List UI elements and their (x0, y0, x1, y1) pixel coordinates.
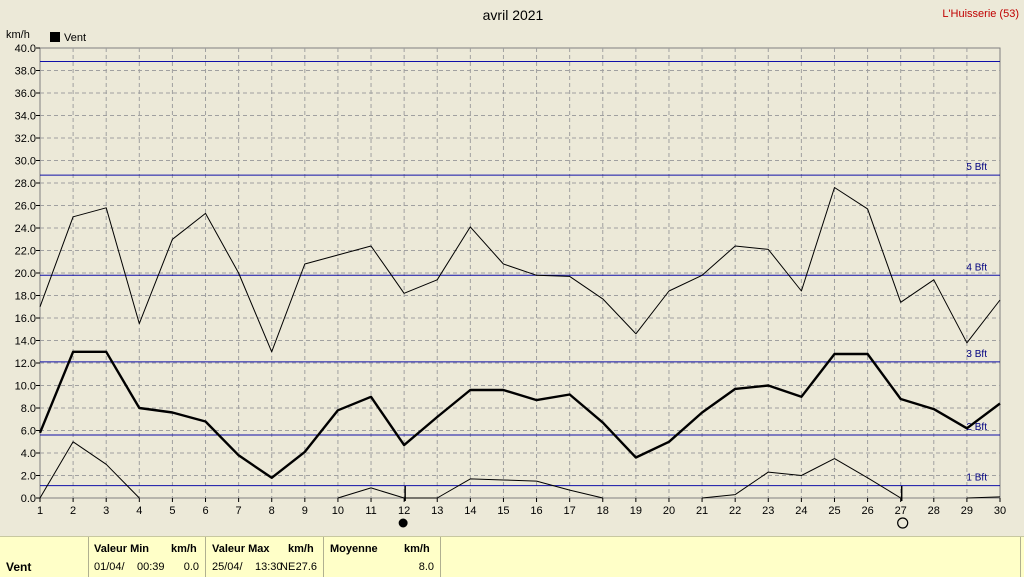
full-moon-icon (897, 517, 909, 529)
beaufort-lines: 5 Bft 4 Bft 3 Bft 2 Bft 1 Bft (40, 61, 1000, 487)
x-tick-label: 26 (861, 505, 873, 517)
y-tick-label: 22.0 (15, 246, 36, 258)
stats-avg-cell: Moyenne km/h 8.0 (324, 537, 441, 577)
max-direction: NE (280, 561, 296, 573)
x-tick-label: 12 (398, 505, 410, 517)
avg-header: Moyenne (330, 543, 378, 555)
series-min-line (966, 496, 1001, 499)
x-tick-label: 2 (70, 505, 76, 517)
x-tick-label: 1 (37, 505, 43, 517)
min-header: Valeur Min (94, 543, 150, 555)
x-tick-label: 6 (202, 505, 208, 517)
series-min-line (337, 478, 603, 499)
beaufort-label: 3 Bft (966, 349, 987, 360)
stats-max-cell: Valeur Max km/h 25/04/ 13:30 NE 27.6 (205, 537, 324, 577)
y-tick-label: 20.0 (15, 268, 36, 280)
y-tick-label: 0.0 (21, 493, 36, 505)
legend-swatch (50, 32, 60, 42)
y-tick-label: 14.0 (15, 336, 36, 348)
y-tick-label: 36.0 (15, 88, 36, 100)
x-tick-label: 29 (961, 505, 973, 517)
y-tick-label: 32.0 (15, 133, 36, 145)
series-max-line (39, 187, 1001, 353)
x-tick-label: 4 (136, 505, 142, 517)
beaufort-label: 5 Bft (966, 162, 987, 173)
x-tick-label: 17 (564, 505, 576, 517)
x-tick-label: 18 (597, 505, 609, 517)
x-tick-label: 30 (994, 505, 1006, 517)
x-tick-label: 7 (236, 505, 242, 517)
x-tick-label: 22 (729, 505, 741, 517)
x-tick-label: 28 (928, 505, 940, 517)
y-tick-label: 10.0 (15, 381, 36, 393)
x-tick-label: 9 (302, 505, 308, 517)
x-tick-label: 20 (663, 505, 675, 517)
x-tick-label: 19 (630, 505, 642, 517)
x-tick-label: 23 (762, 505, 774, 517)
station-name: L'Huisserie (53) (942, 8, 1019, 20)
series-moyenne-line (38, 350, 1001, 479)
avg-unit: km/h (404, 543, 430, 555)
max-time: 13:30 (255, 561, 283, 573)
max-value: 27.6 (295, 561, 317, 573)
x-tick-label: 15 (497, 505, 509, 517)
x-tick-label: 8 (269, 505, 275, 517)
stats-min-cell: Valeur Min km/h 01/04/ 00:39 0.0 (88, 537, 206, 577)
wind-chart: avril 2021 L'Huisserie (53) km/h Vent 5 … (6, 7, 1019, 529)
min-time: 00:39 (137, 561, 165, 573)
min-unit: km/h (171, 543, 197, 555)
y-tick-label: 30.0 (15, 156, 36, 168)
avg-value: 8.0 (418, 561, 434, 573)
legend-label: Vent (64, 32, 86, 44)
beaufort-label: 1 Bft (966, 473, 987, 484)
y-tick-label: 40.0 (15, 43, 36, 55)
x-tick-label: 14 (464, 505, 476, 517)
y-tick-label: 28.0 (15, 178, 36, 190)
y-tick-label: 4.0 (21, 448, 36, 460)
x-tick-label: 13 (431, 505, 443, 517)
y-axis-ticks: 0.0 2.0 4.0 6.0 8.0 10.0 12.0 14.0 16.0 18.0 20.0 2… (15, 43, 40, 505)
x-tick-label: 27 (895, 505, 907, 517)
stats-bar: Vent Valeur Min km/h 01/04/ 00:39 0.0 Va… (0, 536, 1024, 577)
x-tick-label: 16 (530, 505, 542, 517)
y-axis-unit: km/h (6, 29, 30, 41)
y-tick-label: 18.0 (15, 291, 36, 303)
y-tick-label: 26.0 (15, 201, 36, 213)
series-lines (38, 187, 1001, 499)
max-unit: km/h (288, 543, 314, 555)
x-tick-label: 21 (696, 505, 708, 517)
beaufort-label: 2 Bft (966, 422, 987, 433)
x-tick-label: 10 (332, 505, 344, 517)
x-axis-ticks: 1 2 3 4 5 6 7 8 9 10 11 12 13 14 15 16 17 18 19 20 21 22 23 24 2… (37, 498, 1006, 517)
stats-series-name: Vent (6, 560, 32, 574)
moon-phases (398, 486, 909, 529)
min-date: 01/04/ (94, 561, 125, 573)
y-tick-label: 8.0 (21, 403, 36, 415)
x-tick-label: 11 (365, 505, 376, 517)
grid (40, 48, 1000, 498)
series-min-line (39, 441, 140, 499)
y-tick-label: 38.0 (15, 66, 36, 78)
series-min-line (702, 458, 901, 499)
chart-title: avril 2021 (483, 7, 544, 23)
max-date: 25/04/ (212, 561, 243, 573)
y-tick-label: 2.0 (21, 471, 36, 483)
y-tick-label: 24.0 (15, 223, 36, 235)
x-tick-label: 5 (169, 505, 175, 517)
y-tick-label: 6.0 (21, 426, 36, 438)
x-tick-label: 24 (795, 505, 807, 517)
beaufort-label: 4 Bft (966, 262, 987, 273)
x-tick-label: 25 (828, 505, 840, 517)
y-tick-label: 16.0 (15, 313, 36, 325)
y-tick-label: 34.0 (15, 111, 36, 123)
min-value: 0.0 (183, 561, 199, 573)
x-tick-label: 3 (103, 505, 109, 517)
new-moon-icon (398, 518, 408, 528)
max-header: Valeur Max (212, 543, 270, 555)
stats-end-divider (1020, 537, 1021, 577)
y-tick-label: 12.0 (15, 358, 36, 370)
